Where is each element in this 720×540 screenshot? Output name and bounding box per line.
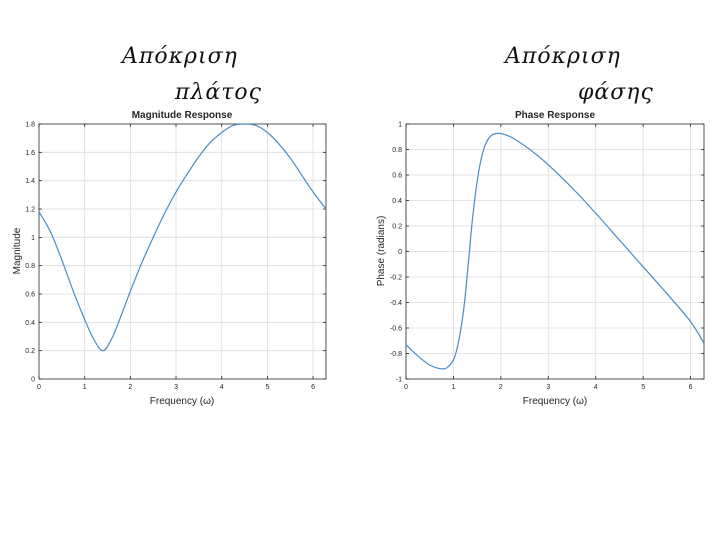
phase-chart-x-tick-label: 5 [641, 384, 645, 391]
magnitude-chart-y-tick-label: 0.2 [25, 348, 35, 355]
magnitude-chart-x-tick-label: 5 [265, 384, 269, 391]
handwritten-annotation-right-line1: Απόκριση [505, 44, 621, 69]
phase-chart: Phase Response Frequency (ω) Phase (radi… [376, 110, 705, 407]
magnitude-chart-y-tick-label: 1.2 [25, 207, 35, 214]
phase-chart-x-tick-label: 3 [546, 384, 550, 391]
phase-chart-y-tick-label: 0.2 [392, 224, 402, 231]
phase-chart-x-tick-label: 2 [499, 384, 503, 391]
magnitude-chart-y-tick-label: 1 [31, 235, 35, 242]
phase-chart-y-tick-label: 0.4 [392, 198, 402, 205]
magnitude-chart-x-tick-label: 2 [128, 384, 132, 391]
magnitude-chart-y-tick-label: 0 [31, 377, 35, 384]
handwritten-annotation-left-line1: Απόκριση [122, 44, 238, 69]
phase-chart-plot-area [405, 123, 705, 380]
handwritten-annotation-right-line2: φάσης [578, 80, 654, 105]
phase-chart-title: Phase Response [515, 110, 595, 121]
phase-chart-x-tick-label: 6 [689, 384, 693, 391]
magnitude-chart-y-tick-label: 0.6 [25, 292, 35, 299]
phase-chart-y-tick-label: 0.8 [392, 147, 402, 154]
magnitude-chart-y-tick-label: 0.8 [25, 263, 35, 270]
handwritten-annotation-left-line2: πλάτος [175, 80, 262, 105]
magnitude-chart-ylabel: Magnitude [12, 227, 23, 274]
phase-chart-x-tick-label: 0 [404, 384, 408, 391]
magnitude-chart-x-tick-label: 3 [174, 384, 178, 391]
phase-chart-y-tick-label: -0.2 [390, 275, 402, 282]
magnitude-chart-y-tick-label: 1.8 [25, 122, 35, 129]
magnitude-chart-y-tick-label: 1.4 [25, 178, 35, 185]
magnitude-chart-x-tick-label: 0 [37, 384, 41, 391]
magnitude-chart-plot-area [38, 123, 327, 380]
phase-chart-y-tick-label: -1 [396, 377, 402, 384]
phase-chart-x-tick-label: 1 [451, 384, 455, 391]
magnitude-chart-x-tick-label: 6 [311, 384, 315, 391]
phase-chart-xlabel: Frequency (ω) [523, 396, 588, 407]
magnitude-chart-y-tick-label: 1.6 [25, 150, 35, 157]
magnitude-chart-x-tick-label: 1 [83, 384, 87, 391]
phase-chart-ylabel: Phase (radians) [376, 216, 387, 287]
magnitude-chart: Magnitude Response Frequency (ω) Magnitu… [12, 110, 327, 407]
phase-chart-y-tick-label: -0.6 [390, 326, 402, 333]
phase-chart-y-tick-label: 1 [398, 122, 402, 129]
phase-chart-y-tick-label: -0.4 [390, 300, 402, 307]
phase-chart-y-tick-label: 0 [398, 249, 402, 256]
magnitude-chart-xlabel: Frequency (ω) [150, 396, 215, 407]
magnitude-chart-title: Magnitude Response [132, 110, 233, 121]
phase-chart-x-tick-label: 4 [594, 384, 598, 391]
magnitude-chart-x-tick-label: 4 [220, 384, 224, 391]
phase-chart-y-tick-label: 0.6 [392, 173, 402, 180]
phase-chart-line [405, 132, 705, 370]
magnitude-chart-y-tick-label: 0.4 [25, 320, 35, 327]
magnitude-chart-line [38, 123, 327, 352]
phase-chart-y-tick-label: -0.8 [390, 351, 402, 358]
